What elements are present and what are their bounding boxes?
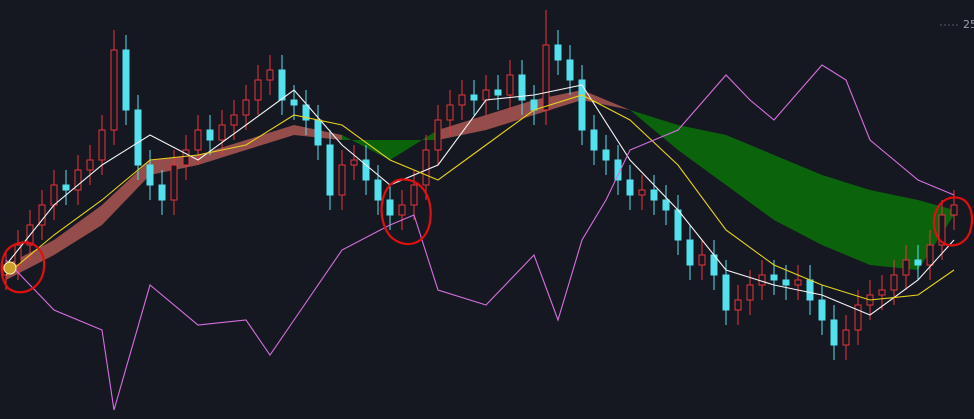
candle-body	[662, 199, 670, 211]
candle-body	[818, 299, 826, 321]
y-tick-label: 25	[963, 18, 974, 31]
candle-body	[830, 319, 838, 346]
candle-body	[926, 244, 934, 266]
candle-body	[266, 69, 274, 81]
candle-body	[242, 99, 250, 116]
candle-body	[530, 99, 538, 111]
candle-body	[434, 119, 442, 151]
candle-body	[650, 189, 658, 201]
cloud-segment	[726, 135, 774, 220]
candle-body	[686, 239, 694, 266]
candle-body	[410, 184, 418, 206]
candle-body	[278, 69, 286, 101]
highlight-circle	[380, 178, 432, 246]
candle-body	[890, 274, 898, 291]
cloud-segment	[678, 125, 726, 185]
annotations	[0, 178, 974, 294]
candle-body	[878, 289, 886, 296]
candle-body	[86, 159, 94, 171]
candle-body	[194, 129, 202, 151]
candle-body	[758, 274, 766, 286]
candle-body	[218, 124, 226, 141]
candle-body	[422, 149, 430, 186]
highlight-circle	[933, 196, 974, 247]
candle-body	[794, 279, 802, 286]
candle-body	[170, 164, 178, 201]
candle-body	[398, 204, 406, 216]
candle-body	[134, 109, 142, 166]
candle-body	[38, 204, 46, 226]
candle-body	[62, 184, 70, 191]
candle-body	[842, 329, 850, 346]
candle-body	[734, 299, 742, 311]
candle-body	[902, 259, 910, 276]
indicator-line	[5, 84, 955, 316]
candle-body	[770, 274, 778, 281]
candle-body	[158, 184, 166, 201]
candle-body	[494, 89, 502, 96]
candle-body	[674, 209, 682, 241]
candle-body	[578, 79, 586, 131]
candle-body	[302, 104, 310, 121]
candle-body	[566, 59, 574, 81]
candle-body	[146, 164, 154, 186]
cloud-segment	[630, 110, 678, 150]
candle-body	[98, 129, 106, 161]
candle-body	[854, 304, 862, 331]
candle-body	[506, 74, 514, 96]
cloud-segment	[822, 175, 870, 265]
highlight-circle	[0, 241, 46, 294]
candle-body	[806, 279, 814, 301]
candle-body	[950, 204, 958, 216]
candle-body	[446, 104, 454, 121]
candle-body	[386, 199, 394, 216]
candle-body	[638, 189, 646, 196]
candle-body	[290, 99, 298, 106]
candle-body	[698, 254, 706, 266]
candle-body	[254, 79, 262, 101]
candle-body	[782, 279, 790, 286]
candle-body	[746, 284, 754, 301]
candle-body	[554, 44, 562, 61]
cloud-segment	[774, 155, 822, 245]
candle-body	[914, 259, 922, 266]
candle-layer	[2, 10, 958, 360]
candle-body	[122, 49, 130, 111]
candle-body	[458, 94, 466, 106]
candle-body	[314, 119, 322, 146]
candle-body	[206, 129, 214, 141]
indicator-line	[5, 64, 955, 411]
candle-body	[938, 214, 946, 246]
signal-icon	[3, 261, 17, 275]
line-layer	[5, 64, 955, 411]
candle-body	[470, 94, 478, 101]
cloud-segment	[582, 90, 630, 110]
candle-body	[362, 159, 370, 181]
indicator-line	[5, 94, 955, 301]
candle-body	[722, 274, 730, 311]
candle-body	[338, 164, 346, 196]
candle-body	[602, 149, 610, 161]
axis-layer: 25	[940, 18, 974, 31]
candle-body	[482, 89, 490, 101]
candle-body	[230, 114, 238, 126]
candle-body	[50, 184, 58, 206]
cloud-segment	[54, 205, 102, 255]
candle-body	[74, 169, 82, 191]
candle-body	[518, 74, 526, 101]
candle-body	[626, 179, 634, 196]
cloud-segment	[246, 125, 294, 150]
candle-body	[110, 49, 118, 131]
candle-body	[374, 179, 382, 201]
candle-body	[350, 159, 358, 166]
candle-body	[182, 149, 190, 166]
candle-body	[326, 144, 334, 196]
candle-body	[590, 129, 598, 151]
cloud-segment	[870, 190, 918, 270]
candle-body	[542, 44, 550, 111]
